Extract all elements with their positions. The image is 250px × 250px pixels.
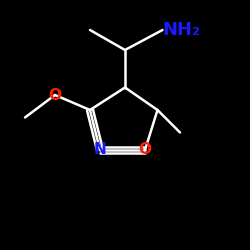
Text: O: O [138, 142, 151, 158]
Text: NH₂: NH₂ [162, 21, 200, 39]
Text: O: O [48, 88, 62, 102]
Text: N: N [94, 142, 106, 158]
